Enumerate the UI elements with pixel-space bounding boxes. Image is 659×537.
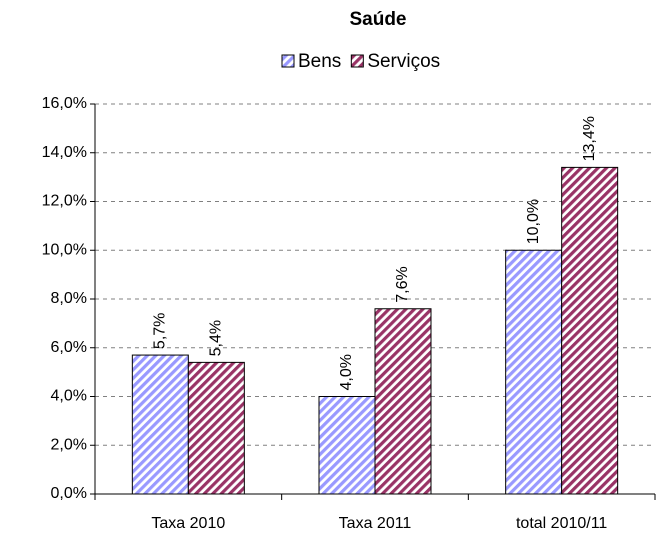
x-tick-label: Taxa 2010 — [151, 515, 225, 532]
value-label: 5,4% — [208, 320, 225, 356]
y-tick-label: 4,0% — [51, 388, 87, 405]
legend-swatch — [281, 54, 295, 68]
legend-swatch — [350, 54, 364, 68]
y-tick-label: 16,0% — [42, 95, 87, 112]
value-label: 5,7% — [152, 313, 169, 349]
y-tick-label: 12,0% — [42, 193, 87, 210]
y-tick-label: 6,0% — [51, 339, 87, 356]
y-tick-label: 10,0% — [42, 241, 87, 258]
bar — [561, 166, 619, 495]
y-tick-label: 2,0% — [51, 436, 87, 453]
value-label: 10,0% — [525, 199, 542, 244]
x-tick-label: Taxa 2011 — [339, 515, 412, 532]
value-label: 13,4% — [581, 116, 598, 161]
bar — [374, 308, 432, 495]
x-tick-label: total 2010/11 — [516, 515, 607, 532]
y-tick-label: 14,0% — [42, 144, 87, 161]
y-tick-label: 0,0% — [51, 485, 87, 502]
bar — [318, 396, 376, 495]
bar — [505, 249, 563, 495]
y-tick-label: 8,0% — [51, 290, 87, 307]
value-label: 7,6% — [394, 266, 411, 302]
value-label: 4,0% — [338, 354, 355, 390]
chart-title: Saúde — [349, 9, 406, 30]
bar — [131, 354, 189, 495]
legend-label: Bens — [298, 51, 341, 72]
legend-label: Serviços — [367, 51, 440, 72]
bar — [187, 361, 245, 495]
